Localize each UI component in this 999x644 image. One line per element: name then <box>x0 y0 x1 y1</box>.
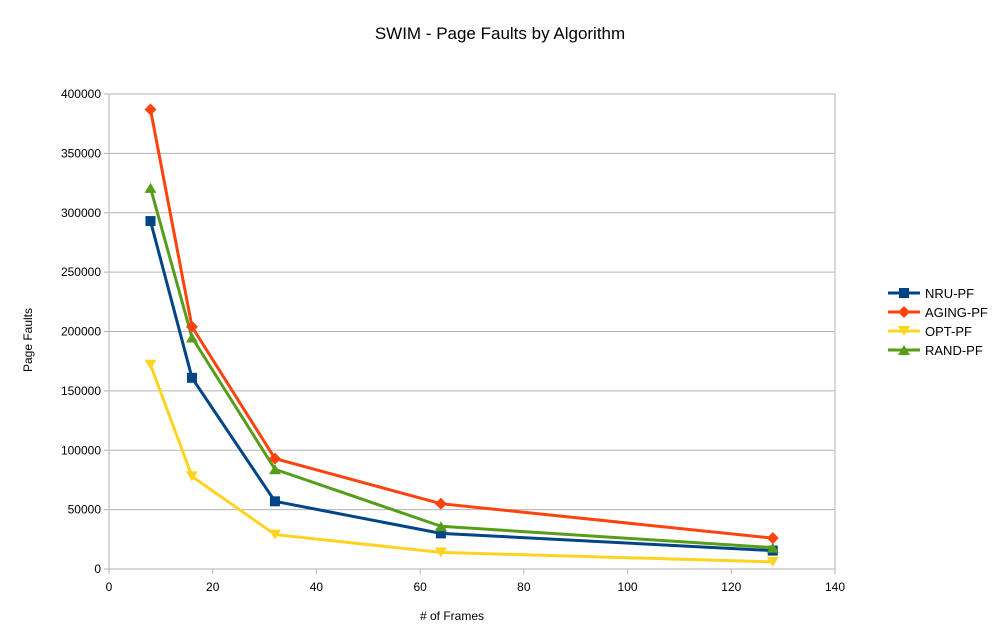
x-tick-label: 0 <box>106 580 113 594</box>
x-tick-label: 20 <box>206 580 220 594</box>
data-point <box>185 332 198 343</box>
gridlines <box>109 152 835 511</box>
series-layer <box>144 103 779 567</box>
data-point <box>434 497 447 510</box>
y-tick-label: 350000 <box>61 146 101 160</box>
x-axis-ticks: 0 20 40 60 80 100 120 140 <box>106 569 845 594</box>
data-point <box>898 326 910 336</box>
y-tick-label: 200000 <box>61 325 101 339</box>
x-tick-label: 80 <box>517 580 531 594</box>
x-tick-label: 120 <box>721 580 741 594</box>
data-point <box>268 529 281 540</box>
y-axis-label: Page Faults <box>21 308 35 372</box>
data-point <box>185 320 198 333</box>
x-axis-label: # of Frames <box>420 609 484 623</box>
legend-label: AGING-PF <box>925 305 988 320</box>
y-tick-label: 100000 <box>61 443 101 457</box>
legend-label: OPT-PF <box>925 324 972 339</box>
legend-label: NRU-PF <box>925 286 974 301</box>
x-tick-label: 100 <box>618 580 638 594</box>
data-point <box>434 521 447 532</box>
data-point <box>145 216 156 227</box>
legend-item: NRU-PF <box>888 286 974 301</box>
y-tick-label: 400000 <box>61 87 101 101</box>
y-tick-label: 50000 <box>68 503 102 517</box>
data-point <box>766 542 779 553</box>
data-point <box>434 547 447 558</box>
data-point <box>898 306 910 318</box>
data-point <box>268 464 281 475</box>
data-point <box>185 471 198 482</box>
legend-item: RAND-PF <box>888 343 983 358</box>
series-rand-pf <box>144 182 779 553</box>
data-point <box>899 288 909 298</box>
data-point <box>269 496 280 507</box>
legend-item: OPT-PF <box>888 324 972 339</box>
data-point <box>268 452 281 465</box>
legend-item: AGING-PF <box>888 305 988 320</box>
y-tick-label: 0 <box>94 562 101 576</box>
y-tick-label: 150000 <box>61 384 101 398</box>
series-opt-pf <box>144 359 779 567</box>
data-point <box>186 372 197 383</box>
data-point <box>898 345 910 355</box>
legend-label: RAND-PF <box>925 343 983 358</box>
series-aging-pf <box>144 103 779 545</box>
y-tick-label: 300000 <box>61 206 101 220</box>
x-tick-label: 60 <box>413 580 427 594</box>
y-tick-label: 250000 <box>61 265 101 279</box>
chart-title: SWIM - Page Faults by Algorithm <box>375 24 625 43</box>
legend: NRU-PF AGING-PF OPT-PF RAND-PF <box>888 286 988 358</box>
y-axis-ticks: 0 50000 100000 150000 200000 250000 300000 3500… <box>61 87 109 576</box>
data-point <box>766 556 779 567</box>
data-point <box>766 532 779 545</box>
data-point <box>435 528 446 539</box>
data-point <box>144 103 157 116</box>
data-point <box>144 359 157 370</box>
x-tick-label: 40 <box>310 580 324 594</box>
data-point <box>144 182 157 193</box>
x-tick-label: 140 <box>825 580 845 594</box>
